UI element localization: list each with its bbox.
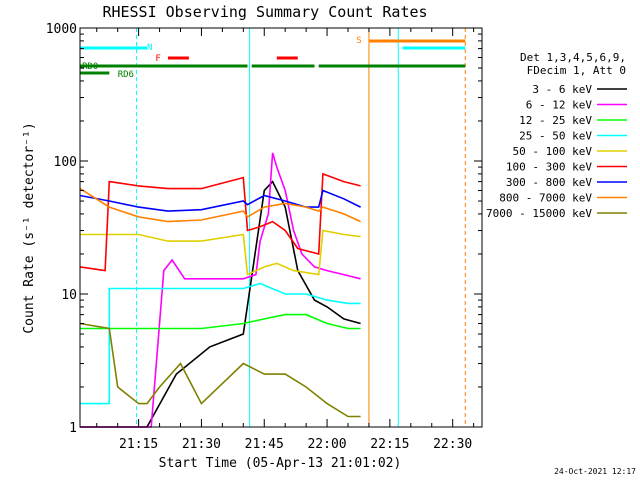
legend-label: 300 - 800 keV — [506, 176, 592, 189]
x-tick-label: 21:15 — [119, 437, 158, 452]
flag-label: S — [356, 36, 361, 46]
legend-label: 100 - 300 keV — [506, 161, 592, 174]
y-tick-label: 10 — [61, 288, 77, 303]
series-line-6 — [79, 172, 361, 272]
legend-label: 7000 - 15000 keV — [486, 207, 592, 220]
legend-header: Det 1,3,4,5,6,9, — [520, 51, 626, 64]
flag-label: F — [155, 54, 160, 64]
x-axis: 21:15 21:30 21:45 22:00 22:15 22:30 — [96, 28, 475, 452]
legend-label: 3 - 6 keV — [532, 83, 592, 96]
y-tick-label: 100 — [54, 155, 77, 170]
series-line-3 — [80, 313, 361, 330]
series-line-9 — [79, 322, 361, 418]
chart-title: RHESSI Observing Summary Count Rates — [102, 3, 427, 21]
y-axis: 1 10 100 1000 — [46, 22, 482, 436]
state-flags: NF RD0 RD6 S — [80, 36, 466, 80]
generation-timestamp: 24-Oct-2021 12:17 — [554, 467, 636, 476]
legend-label: 12 - 25 keV — [519, 114, 592, 127]
y-tick-label: 1 — [69, 421, 77, 436]
legend-label: 6 - 12 keV — [526, 99, 593, 112]
x-tick-label: 22:00 — [307, 437, 346, 452]
region-bands — [136, 28, 466, 427]
series-line-2 — [80, 152, 361, 428]
y-tick-label: 1000 — [46, 22, 77, 37]
legend-label: 25 - 50 keV — [519, 130, 592, 143]
series-line-4 — [80, 282, 361, 405]
flag-label: N — [147, 43, 152, 53]
legend: Det 1,3,4,5,6,9,FDecim 1, Att 0 3 - 6 keV… — [486, 51, 627, 220]
plot-frame — [79, 27, 483, 428]
series-line-8 — [79, 187, 361, 223]
flag-label: RD0 — [82, 62, 98, 72]
x-tick-label: 22:15 — [370, 437, 409, 452]
x-tick-label: 21:45 — [245, 437, 284, 452]
flag-label: RD6 — [118, 70, 134, 80]
series-line-7 — [79, 189, 361, 212]
series-line-5 — [80, 229, 361, 276]
x-tick-label: 21:30 — [182, 437, 221, 452]
legend-header: FDecim 1, Att 0 — [527, 64, 626, 77]
legend-label: 50 - 100 keV — [513, 145, 593, 158]
y-axis-label: Count Rate (s⁻¹ detector⁻¹) — [22, 122, 37, 333]
x-axis-label: Start Time (05-Apr-13 21:01:02) — [159, 456, 402, 471]
series-line-1 — [80, 180, 361, 428]
legend-label: 800 - 7000 keV — [499, 192, 592, 205]
series-layer — [79, 152, 361, 428]
x-tick-label: 22:30 — [433, 437, 472, 452]
